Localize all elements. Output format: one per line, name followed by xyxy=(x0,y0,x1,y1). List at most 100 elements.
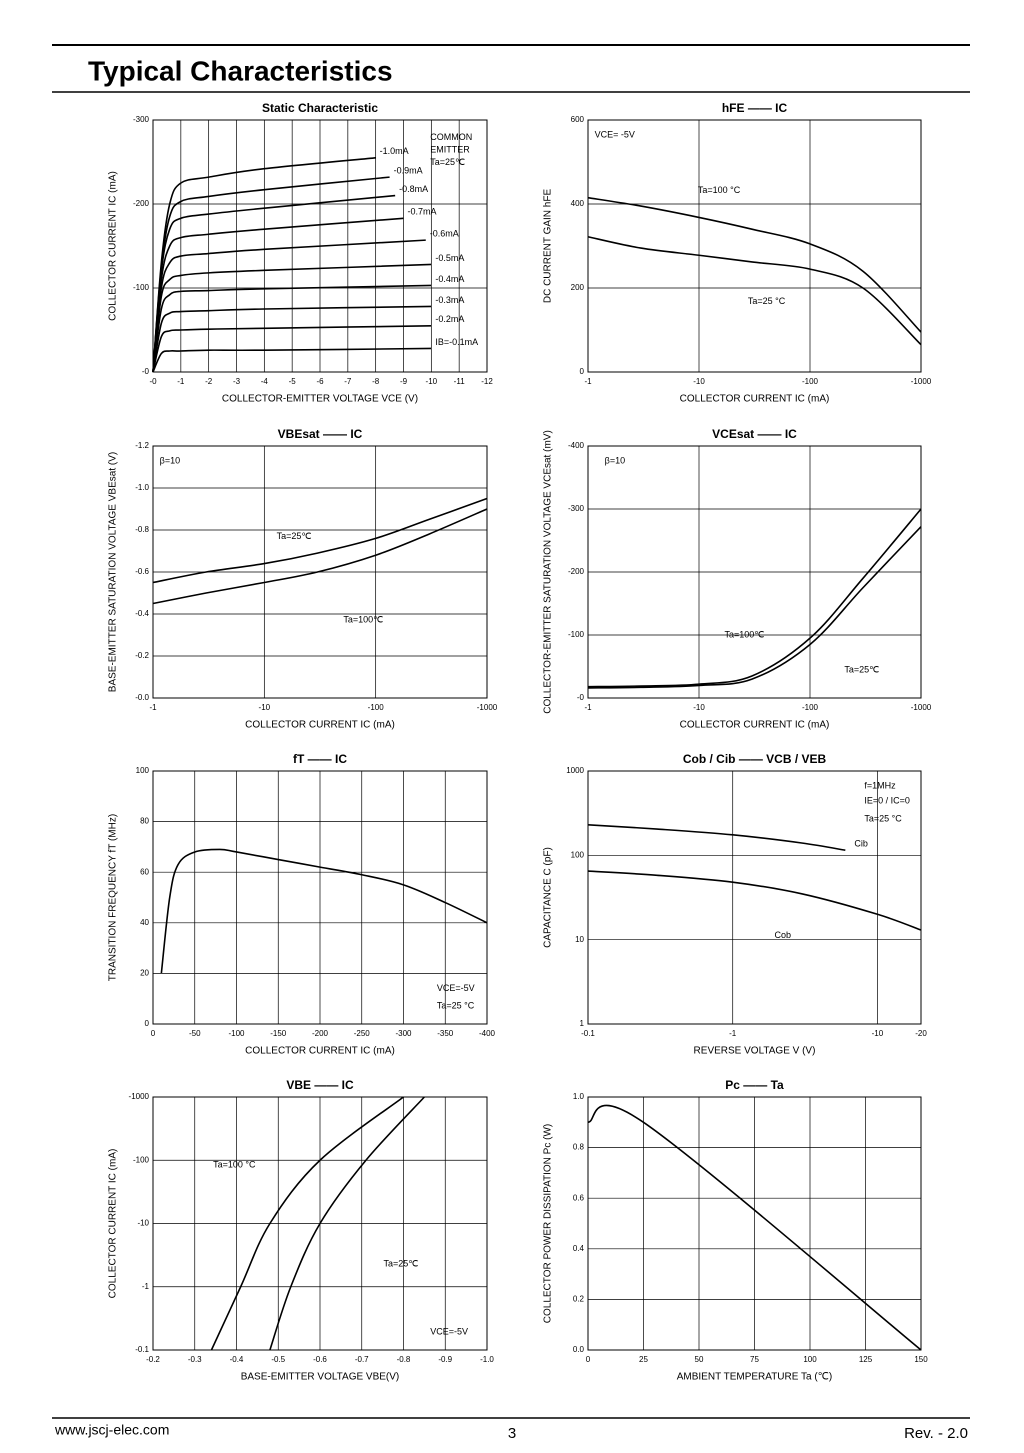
data-line xyxy=(152,347,432,373)
data-line xyxy=(152,305,432,373)
x-tick-label: -0.6 xyxy=(313,1355,327,1364)
y-tick-label: -0.6 xyxy=(135,567,149,576)
annotation: f=1MHz xyxy=(864,781,896,791)
annotation: VCE= -5V xyxy=(595,129,635,139)
x-tick-label: -100 xyxy=(802,377,819,386)
y-tick-label: -100 xyxy=(133,283,150,292)
y-tick-label: 0 xyxy=(145,1019,150,1028)
data-line xyxy=(587,235,922,346)
y-tick-label: -1 xyxy=(142,1282,150,1291)
x-tick-label: -8 xyxy=(372,377,380,386)
data-line xyxy=(587,870,922,931)
y-tick-label: 100 xyxy=(571,850,585,859)
y-tick-label: 1000 xyxy=(566,766,584,775)
chart-title: VBEsat —— IC xyxy=(278,427,363,441)
x-tick-label: 0 xyxy=(586,1355,591,1364)
data-line xyxy=(269,1096,425,1351)
chart-title: VCEsat —— IC xyxy=(712,427,797,441)
annotation: β=10 xyxy=(160,455,180,465)
x-axis-label: AMBIENT TEMPERATURE Ta (℃) xyxy=(677,1372,833,1383)
annotation: VCE=-5V xyxy=(430,1327,468,1337)
y-tick-label: -300 xyxy=(133,115,150,124)
y-tick-label: 1 xyxy=(580,1019,585,1028)
x-tick-label: -0.2 xyxy=(146,1355,160,1364)
x-tick-label: -0.7 xyxy=(355,1355,369,1364)
y-axis-label: COLLECTOR CURRENT IC (mA) xyxy=(108,1149,119,1299)
x-axis-label: REVERSE VOLTAGE V (V) xyxy=(694,1046,816,1057)
x-axis-label: COLLECTOR-EMITTER VOLTAGE VCE (V) xyxy=(222,394,418,405)
annotation: IE=0 / IC=0 xyxy=(864,796,910,806)
plot-frame xyxy=(587,770,922,1025)
series-label: Cob xyxy=(774,930,791,940)
series-label: Ta=100℃ xyxy=(725,629,765,639)
y-tick-label: -100 xyxy=(133,1155,150,1164)
y-tick-label: -0.4 xyxy=(135,609,149,618)
series-label: Ta=100 °C xyxy=(698,185,741,195)
y-tick-label: -0.2 xyxy=(135,651,149,660)
x-tick-label: -1000 xyxy=(477,703,498,712)
data-line xyxy=(152,194,396,373)
y-tick-label: -1000 xyxy=(129,1092,150,1101)
data-line xyxy=(587,196,922,333)
series-label: -0.4mA xyxy=(435,274,464,284)
plot-frame xyxy=(587,119,922,373)
chart-title: Pc —— Ta xyxy=(725,1078,784,1092)
data-line xyxy=(152,497,488,584)
y-tick-label: 0.8 xyxy=(573,1143,585,1152)
series-label: -1.0mA xyxy=(380,146,409,156)
series-label: Ta=25℃ xyxy=(844,665,879,675)
annotation: Ta=25 °C xyxy=(437,1001,475,1011)
y-tick-label: 400 xyxy=(571,199,585,208)
x-tick-label: 100 xyxy=(803,1355,817,1364)
series-label: Ta=25 °C xyxy=(748,296,786,306)
y-tick-label: -0.8 xyxy=(135,525,149,534)
series-label: Ta=100℃ xyxy=(343,614,383,624)
x-tick-label: -100 xyxy=(368,703,385,712)
chart-title: VBE —— IC xyxy=(286,1078,354,1092)
data-line xyxy=(152,284,432,373)
data-line xyxy=(587,1104,922,1351)
annotation: Ta=25 °C xyxy=(864,813,902,823)
y-axis-label: COLLECTOR-EMITTER SATURATION VOLTAGE VCE… xyxy=(543,430,554,714)
x-tick-label: -10 xyxy=(426,377,438,386)
x-tick-label: -4 xyxy=(261,377,269,386)
annotation: Ta=25℃ xyxy=(430,157,465,167)
y-axis-label: COLLECTOR POWER DISSIPATION Pc (W) xyxy=(543,1124,554,1323)
y-tick-label: -200 xyxy=(133,199,150,208)
x-tick-label: -0.4 xyxy=(230,1355,244,1364)
x-tick-label: -50 xyxy=(189,1029,201,1038)
y-tick-label: 0.4 xyxy=(573,1244,585,1253)
x-tick-label: -350 xyxy=(437,1029,454,1038)
chart-title: hFE —— IC xyxy=(722,101,788,115)
x-tick-label: -150 xyxy=(270,1029,287,1038)
x-tick-label: -1 xyxy=(177,377,185,386)
data-line xyxy=(152,325,432,373)
x-tick-label: -10 xyxy=(872,1029,884,1038)
x-tick-label: -250 xyxy=(354,1029,371,1038)
x-tick-label: -0.5 xyxy=(271,1355,285,1364)
x-tick-label: -6 xyxy=(316,377,324,386)
x-tick-label: -2 xyxy=(205,377,213,386)
x-tick-label: -5 xyxy=(289,377,297,386)
y-axis-label: COLLECTOR CURRENT IC (mA) xyxy=(108,171,119,321)
x-tick-label: -9 xyxy=(400,377,408,386)
y-tick-label: 0.2 xyxy=(573,1295,585,1304)
series-label: -0.6mA xyxy=(430,228,459,238)
y-tick-label: 1.0 xyxy=(573,1092,585,1101)
x-tick-label: -1 xyxy=(584,703,592,712)
x-tick-label: 125 xyxy=(859,1355,873,1364)
y-tick-label: 60 xyxy=(140,867,149,876)
x-axis-label: COLLECTOR CURRENT IC (mA) xyxy=(245,1046,395,1057)
y-axis-label: DC CURRENT GAIN hFE xyxy=(543,189,554,304)
x-tick-label: 75 xyxy=(750,1355,759,1364)
data-line xyxy=(152,263,432,373)
x-tick-label: -7 xyxy=(344,377,352,386)
data-line xyxy=(210,1096,404,1351)
y-tick-label: -0 xyxy=(577,693,585,702)
x-tick-label: -200 xyxy=(312,1029,329,1038)
x-tick-label: -11 xyxy=(454,377,466,386)
y-tick-label: -10 xyxy=(137,1219,149,1228)
y-tick-label: -0.1 xyxy=(135,1345,149,1354)
y-tick-label: 20 xyxy=(140,969,149,978)
